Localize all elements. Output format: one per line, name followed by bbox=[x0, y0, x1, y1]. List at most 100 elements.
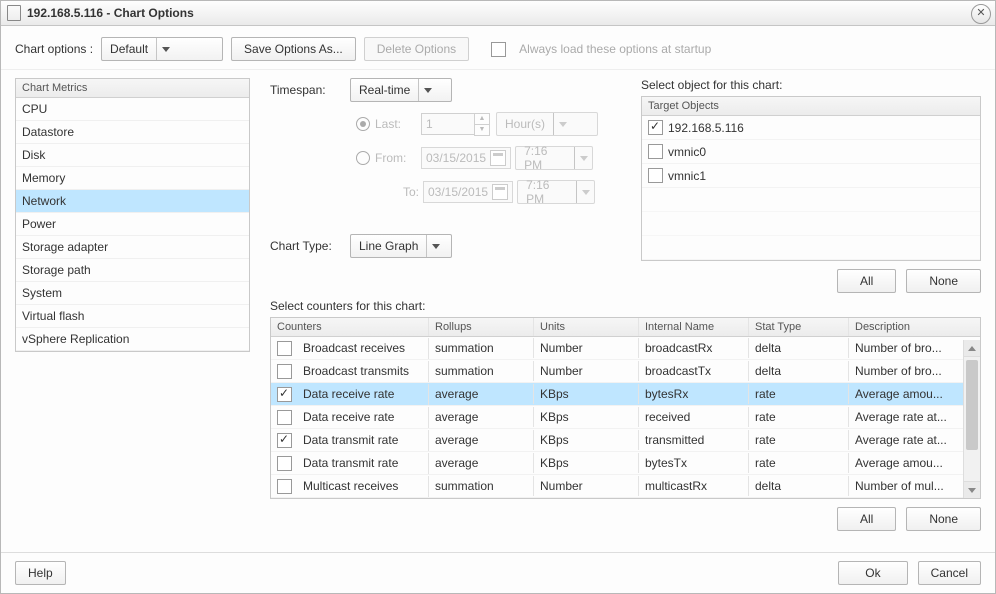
cancel-button[interactable]: Cancel bbox=[918, 561, 981, 585]
from-time-combo[interactable]: 7:16 PM bbox=[515, 146, 593, 170]
col-counters[interactable]: Counters bbox=[271, 318, 429, 336]
counter-name: Data receive rate bbox=[303, 387, 394, 401]
counter-name: Data transmit rate bbox=[303, 433, 398, 447]
col-internal[interactable]: Internal Name bbox=[639, 318, 749, 336]
counter-row[interactable]: Broadcast receivessummationNumberbroadca… bbox=[271, 337, 980, 360]
target-checkbox[interactable] bbox=[648, 120, 663, 135]
counter-stat: rate bbox=[749, 430, 849, 450]
metrics-item-network[interactable]: Network bbox=[16, 190, 249, 213]
chart-metrics-panel: Chart Metrics CPUDatastoreDiskMemoryNetw… bbox=[15, 78, 250, 542]
counter-units: Number bbox=[534, 361, 639, 381]
counter-name: Multicast receives bbox=[303, 479, 398, 493]
last-unit-combo[interactable]: Hour(s) bbox=[496, 112, 598, 136]
counter-checkbox[interactable] bbox=[277, 364, 292, 379]
target-objects-grid: Target Objects 192.168.5.116vmnic0vmnic1 bbox=[641, 96, 981, 261]
metrics-item-storage-adapter[interactable]: Storage adapter bbox=[16, 236, 249, 259]
close-button[interactable]: ✕ bbox=[971, 4, 991, 24]
counter-checkbox[interactable] bbox=[277, 456, 292, 471]
target-row[interactable]: vmnic0 bbox=[642, 140, 980, 164]
last-spinner[interactable]: ▲▼ bbox=[474, 113, 490, 136]
target-row[interactable]: 192.168.5.116 bbox=[642, 116, 980, 140]
scroll-down-icon[interactable] bbox=[964, 481, 980, 498]
scroll-thumb[interactable] bbox=[966, 360, 978, 450]
counter-stat: delta bbox=[749, 338, 849, 358]
chart-options-label: Chart options : bbox=[15, 42, 93, 56]
last-row: Last: 1 ▲▼ Hour(s) bbox=[356, 112, 641, 136]
counter-name: Data receive rate bbox=[303, 410, 394, 424]
metrics-item-power[interactable]: Power bbox=[16, 213, 249, 236]
chevron-down-icon bbox=[418, 79, 437, 101]
counter-desc: Average rate at... bbox=[849, 430, 980, 450]
counter-checkbox[interactable] bbox=[277, 387, 292, 402]
col-stat[interactable]: Stat Type bbox=[749, 318, 849, 336]
counter-internal: transmitted bbox=[639, 430, 749, 450]
last-unit-value: Hour(s) bbox=[497, 117, 553, 131]
timespan-combo[interactable]: Real-time bbox=[350, 78, 452, 102]
chart-options-combo[interactable]: Default bbox=[101, 37, 223, 61]
last-radio[interactable] bbox=[356, 117, 370, 131]
chart-type-label: Chart Type: bbox=[270, 239, 350, 253]
metrics-item-cpu[interactable]: CPU bbox=[16, 98, 249, 121]
counter-checkbox[interactable] bbox=[277, 341, 292, 356]
timespan-value: Real-time bbox=[351, 83, 418, 97]
counter-row[interactable]: Multicast receivessummationNumbermultica… bbox=[271, 475, 980, 498]
to-date-input[interactable]: 03/15/2015 bbox=[423, 181, 513, 203]
to-time-value: 7:16 PM bbox=[518, 178, 576, 206]
last-value-input[interactable]: 1 bbox=[421, 113, 475, 135]
calendar-icon bbox=[490, 150, 506, 166]
target-label: 192.168.5.116 bbox=[668, 121, 744, 135]
counter-rollup: average bbox=[429, 453, 534, 473]
counter-checkbox[interactable] bbox=[277, 410, 292, 425]
from-radio[interactable] bbox=[356, 151, 370, 165]
from-time-value: 7:16 PM bbox=[516, 144, 574, 172]
counters-none-button[interactable]: None bbox=[906, 507, 981, 531]
to-label: To: bbox=[373, 185, 423, 199]
target-row[interactable]: vmnic1 bbox=[642, 164, 980, 188]
target-checkbox[interactable] bbox=[648, 144, 663, 159]
counter-units: Number bbox=[534, 338, 639, 358]
main-columns: Chart Metrics CPUDatastoreDiskMemoryNetw… bbox=[1, 70, 995, 542]
counter-row[interactable]: Data transmit rateaverageKBpstransmitted… bbox=[271, 429, 980, 452]
counter-checkbox[interactable] bbox=[277, 433, 292, 448]
to-time-combo[interactable]: 7:16 PM bbox=[517, 180, 595, 204]
save-options-as-button[interactable]: Save Options As... bbox=[231, 37, 356, 61]
metrics-item-disk[interactable]: Disk bbox=[16, 144, 249, 167]
counter-row[interactable]: Data receive rateaverageKBpsreceivedrate… bbox=[271, 406, 980, 429]
counter-row[interactable]: Data transmit rateaverageKBpsbytesTxrate… bbox=[271, 452, 980, 475]
chevron-down-icon bbox=[426, 235, 445, 257]
from-date-input[interactable]: 03/15/2015 bbox=[421, 147, 511, 169]
counter-internal: bytesTx bbox=[639, 453, 749, 473]
metrics-item-storage-path[interactable]: Storage path bbox=[16, 259, 249, 282]
titlebar: 192.168.5.116 - Chart Options ✕ bbox=[1, 1, 995, 26]
col-units[interactable]: Units bbox=[534, 318, 639, 336]
help-button[interactable]: Help bbox=[15, 561, 66, 585]
chart-type-value: Line Graph bbox=[351, 239, 426, 253]
metrics-item-system[interactable]: System bbox=[16, 282, 249, 305]
col-desc[interactable]: Description bbox=[849, 318, 980, 336]
scroll-up-icon[interactable] bbox=[964, 340, 980, 357]
counters-scrollbar[interactable] bbox=[963, 340, 980, 498]
metrics-item-memory[interactable]: Memory bbox=[16, 167, 249, 190]
target-none-button[interactable]: None bbox=[906, 269, 981, 293]
chevron-down-icon bbox=[576, 181, 594, 203]
counter-stat: rate bbox=[749, 407, 849, 427]
always-load-checkbox[interactable] bbox=[491, 42, 506, 57]
target-checkbox[interactable] bbox=[648, 168, 663, 183]
counter-stat: delta bbox=[749, 361, 849, 381]
col-rollups[interactable]: Rollups bbox=[429, 318, 534, 336]
metrics-item-virtual-flash[interactable]: Virtual flash bbox=[16, 305, 249, 328]
counter-rollup: average bbox=[429, 384, 534, 404]
ok-button[interactable]: Ok bbox=[838, 561, 907, 585]
counter-units: KBps bbox=[534, 453, 639, 473]
counters-all-button[interactable]: All bbox=[837, 507, 896, 531]
counter-units: KBps bbox=[534, 430, 639, 450]
chart-type-combo[interactable]: Line Graph bbox=[350, 234, 452, 258]
counter-checkbox[interactable] bbox=[277, 479, 292, 494]
target-all-button[interactable]: All bbox=[837, 269, 896, 293]
target-row-empty bbox=[642, 212, 980, 236]
metrics-item-vsphere-replication[interactable]: vSphere Replication bbox=[16, 328, 249, 351]
counter-row[interactable]: Data receive rateaverageKBpsbytesRxrateA… bbox=[271, 383, 980, 406]
metrics-item-datastore[interactable]: Datastore bbox=[16, 121, 249, 144]
counter-stat: delta bbox=[749, 476, 849, 496]
counter-row[interactable]: Broadcast transmitssummationNumberbroadc… bbox=[271, 360, 980, 383]
